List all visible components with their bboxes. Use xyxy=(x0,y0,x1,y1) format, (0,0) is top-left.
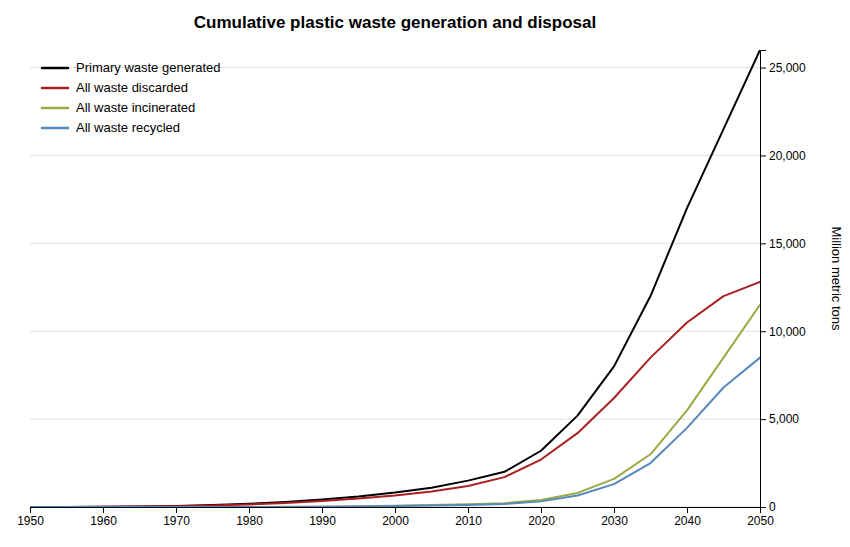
legend: Primary waste generated All waste discard… xyxy=(42,60,221,135)
tick-label: 2050 xyxy=(747,514,774,528)
tick-label: 1990 xyxy=(309,514,336,528)
tick-label: 10,000 xyxy=(769,325,806,339)
tick-mark xyxy=(760,419,766,420)
legend-item: Primary waste generated xyxy=(42,60,221,75)
tick-mark xyxy=(760,507,766,508)
tick: 2020 xyxy=(528,507,555,528)
tick: 20,000 xyxy=(760,149,806,163)
axis-line xyxy=(31,508,761,514)
tick: 1980 xyxy=(236,507,263,528)
grid-line xyxy=(30,419,760,420)
tick: 2030 xyxy=(601,507,628,528)
x-axis: 1950 1960 1970 1980 1990 2000 2010 2020 2030 2040… xyxy=(17,507,774,528)
y-axis: 0 5,000 10,000 15,000 20,000 25,000 xyxy=(760,51,806,515)
grid-line xyxy=(30,243,760,244)
tick-mark xyxy=(30,507,31,513)
tick-label: 15,000 xyxy=(769,237,806,251)
tick-mark xyxy=(322,507,323,513)
tick: 2040 xyxy=(674,507,701,528)
legend-swatch xyxy=(42,107,68,110)
tick-label: 2020 xyxy=(528,514,555,528)
tick: 10,000 xyxy=(760,325,806,339)
tick-mark xyxy=(176,507,177,513)
tick-label: 2040 xyxy=(674,514,701,528)
grid-line xyxy=(30,331,760,332)
tick-label: 2030 xyxy=(601,514,628,528)
tick: 15,000 xyxy=(760,237,806,251)
series-line xyxy=(30,305,760,507)
tick: 1950 xyxy=(17,507,44,528)
tick-mark xyxy=(614,507,615,513)
tick-label: 1950 xyxy=(17,514,44,528)
tick-mark xyxy=(760,243,766,244)
legend-item: All waste recycled xyxy=(42,120,180,135)
tick-label: 1960 xyxy=(90,514,117,528)
tick-mark xyxy=(249,507,250,513)
lines xyxy=(30,50,760,507)
legend-label: All waste recycled xyxy=(76,120,180,135)
tick-mark xyxy=(760,68,766,69)
legend-item: All waste incinerated xyxy=(42,100,195,115)
tick-label: 2000 xyxy=(382,514,409,528)
tick-mark xyxy=(760,155,766,156)
plot: 1950 1960 1970 1980 1990 2000 2010 2020 2030 2040… xyxy=(17,50,806,528)
series-line xyxy=(30,358,760,507)
tick-label: 0 xyxy=(769,500,776,514)
tick-label: 1970 xyxy=(163,514,190,528)
axis-title: Million metric tons xyxy=(829,226,844,331)
title: Cumulative plastic waste generation and … xyxy=(194,13,596,32)
legend-swatch xyxy=(42,127,68,130)
legend-label: All waste discarded xyxy=(76,80,188,95)
tick-label: 1980 xyxy=(236,514,263,528)
legend-label: Primary waste generated xyxy=(76,60,221,75)
legend-label: All waste incinerated xyxy=(76,100,195,115)
tick-label: 2010 xyxy=(455,514,482,528)
tick: 2000 xyxy=(382,507,409,528)
tick-mark xyxy=(103,507,104,513)
tick-label: 25,000 xyxy=(769,61,806,75)
tick-mark xyxy=(760,331,766,332)
series-line xyxy=(30,282,760,507)
tick-mark xyxy=(687,507,688,513)
series-line xyxy=(30,50,760,507)
tick-mark xyxy=(395,507,396,513)
tick-mark xyxy=(541,507,542,513)
legend-swatch xyxy=(42,67,68,70)
tick: 1960 xyxy=(90,507,117,528)
tick: 0 xyxy=(760,500,776,514)
tick: 1970 xyxy=(163,507,190,528)
tick: 5,000 xyxy=(760,412,799,426)
tick: 25,000 xyxy=(760,61,806,75)
grid-line xyxy=(30,155,760,156)
chart: Cumulative plastic waste generation and … xyxy=(0,0,850,547)
grid xyxy=(30,68,760,507)
legend-item: All waste discarded xyxy=(42,80,188,95)
legend-swatch xyxy=(42,87,68,90)
tick: 2010 xyxy=(455,507,482,528)
tick-label: 20,000 xyxy=(769,149,806,163)
tick-label: 5,000 xyxy=(769,412,799,426)
tick: 1990 xyxy=(309,507,336,528)
axis-line xyxy=(761,51,767,508)
tick-mark xyxy=(468,507,469,513)
